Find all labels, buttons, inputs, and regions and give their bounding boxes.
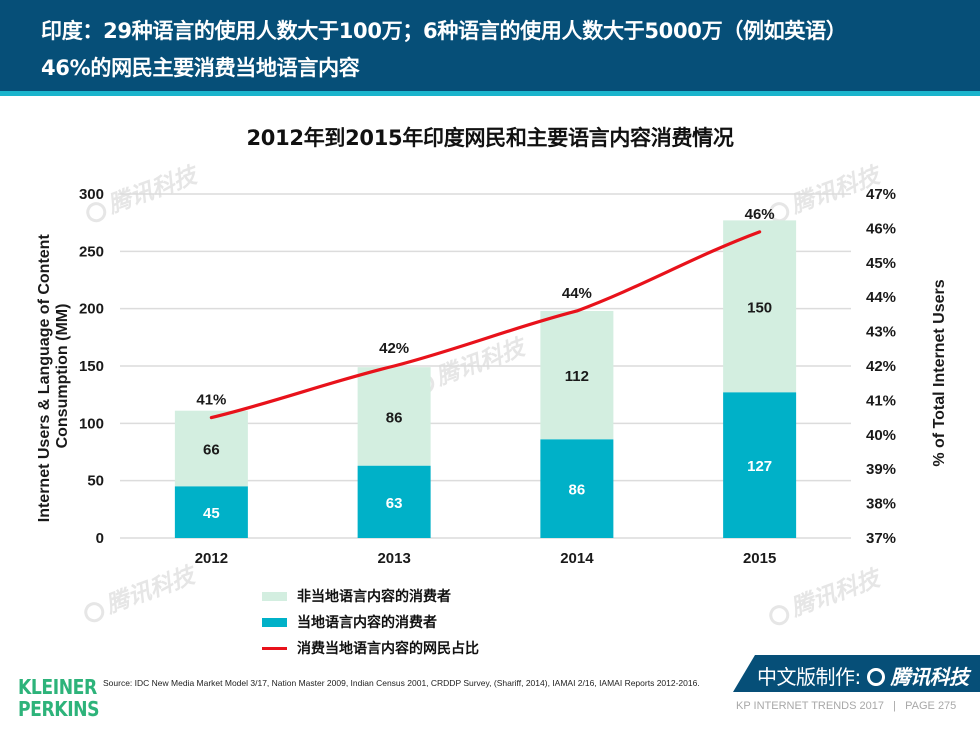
legend-item-non-local: 非当地语言内容的消费者 <box>262 583 479 609</box>
bar-non-local <box>540 310 614 440</box>
headline-line-2: 46%的网民主要消费当地语言内容 <box>41 56 360 80</box>
translation-credit: 中文版制作: 腾讯科技 <box>757 661 969 690</box>
x-axis-tick-label: 2013 <box>377 550 410 567</box>
left-axis-tick-label: 0 <box>96 530 104 547</box>
page-info: KP INTERNET TRENDS 2017 | PAGE 275 <box>736 700 957 712</box>
line-point-label: 44% <box>562 285 592 302</box>
legend-swatch-non-local <box>262 591 287 601</box>
right-axis-tick-label: 47% <box>866 186 896 203</box>
right-axis-tick-label: 41% <box>866 392 896 409</box>
legend-label: 消费当地语言内容的网民占比 <box>297 641 479 657</box>
bar-label-local: 63 <box>386 495 403 512</box>
data-labels: 45 66 63 86 86 112 127 150 41% 42% 44% 46% <box>196 206 774 522</box>
bar-local <box>723 392 797 538</box>
header-banner <box>0 0 980 91</box>
right-axis-tick-label: 44% <box>866 289 896 306</box>
legend-swatch-local <box>262 617 287 627</box>
right-axis-title: % of Total Internet Users <box>931 279 948 466</box>
right-axis-tick-label: 39% <box>866 461 896 478</box>
kleiner-perkins-logo: KLEINER PERKINS <box>18 675 100 721</box>
left-axis-ticks: 0 50 100 150 200 250 300 <box>79 186 104 547</box>
left-axis-title-line-2: Consumption (MM) <box>54 304 71 449</box>
left-axis-title: Internet Users & Language of Content Con… <box>36 230 71 522</box>
left-axis-tick-label: 150 <box>79 358 104 375</box>
bar-label-local: 127 <box>747 458 772 475</box>
left-axis-title-line-1: Internet Users & Language of Content <box>36 234 53 523</box>
percent-line-path <box>209 230 762 420</box>
left-axis-tick-label: 100 <box>79 415 104 432</box>
bar-label-non-local: 112 <box>565 368 589 385</box>
left-axis-tick-label: 200 <box>79 301 104 318</box>
bar-non-local <box>174 410 248 487</box>
legend-swatch-line <box>262 646 287 650</box>
line-point-label: 46% <box>745 206 775 223</box>
legend-label: 当地语言内容的消费者 <box>297 615 437 631</box>
right-axis-tick-label: 42% <box>866 358 896 375</box>
bar-label-non-local: 86 <box>386 409 403 426</box>
tencent-logo-icon <box>866 668 885 686</box>
left-axis-tick-label: 50 <box>87 473 104 490</box>
right-axis-tick-label: 45% <box>866 255 896 272</box>
bar-label-local: 45 <box>203 505 220 522</box>
percent-line <box>209 230 762 420</box>
banner-brand: 腾讯科技 <box>890 665 969 689</box>
right-axis-tick-label: 43% <box>866 324 896 341</box>
right-axis-tick-label: 46% <box>866 220 896 237</box>
legend-label: 非当地语言内容的消费者 <box>297 589 451 605</box>
x-axis-tick-label: 2014 <box>560 550 594 567</box>
bars <box>174 220 797 538</box>
header-stripe <box>0 91 980 96</box>
bar-local <box>174 486 248 538</box>
bar-non-local <box>357 367 431 466</box>
bar-local <box>540 439 614 538</box>
bar-label-local: 86 <box>569 482 586 499</box>
right-axis-ticks: 37% 38% 39% 40% 41% 42% 43% 44% 45% 46% 47% <box>866 186 896 547</box>
legend-item-line: 消费当地语言内容的网民占比 <box>262 635 479 661</box>
bar-label-non-local: 150 <box>747 299 772 316</box>
legend: 非当地语言内容的消费者 当地语言内容的消费者 消费当地语言内容的网民占比 <box>262 583 479 661</box>
banner-prefix: 中文版制作: <box>757 665 861 689</box>
bar-local <box>357 465 431 538</box>
right-axis-tick-label: 37% <box>866 530 896 547</box>
left-axis-tick-label: 250 <box>79 243 104 260</box>
bar-non-local <box>723 220 797 393</box>
left-axis-tick-label: 300 <box>79 186 104 203</box>
chart-title: 2012年到2015年印度网民和主要语言内容消费情况 <box>246 126 734 150</box>
line-point-label: 41% <box>196 392 226 409</box>
logo-line-2: PERKINS <box>18 697 100 721</box>
line-point-label: 42% <box>379 340 409 357</box>
translation-banner <box>733 655 980 692</box>
x-axis-ticks: 2012 2013 2014 2015 <box>195 550 777 567</box>
source-note: Source: IDC New Media Market Model 3/17,… <box>103 678 700 688</box>
headline-line-1: 印度：29种语言的使用人数大于100万；6种语言的使用人数大于5000万（例如英… <box>41 19 847 43</box>
right-axis-tick-label: 38% <box>866 496 896 513</box>
bar-label-non-local: 66 <box>203 442 220 459</box>
x-axis-tick-label: 2015 <box>743 550 776 567</box>
logo-line-1: KLEINER <box>18 675 97 699</box>
right-axis-tick-label: 40% <box>866 427 896 444</box>
x-axis-tick-label: 2012 <box>195 550 228 567</box>
legend-item-local: 当地语言内容的消费者 <box>262 609 479 635</box>
